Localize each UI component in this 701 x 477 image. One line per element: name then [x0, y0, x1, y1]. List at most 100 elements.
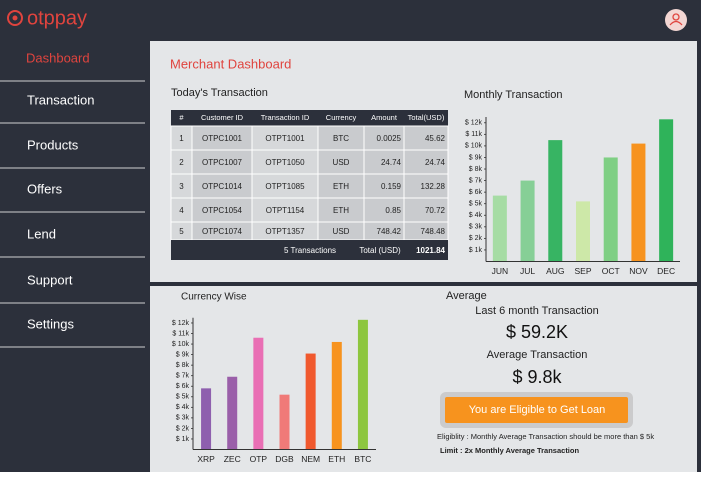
nav-item[interactable]: Offers — [27, 181, 63, 196]
table-cell-text: USD — [333, 227, 350, 236]
y-tick-label: $ 5k — [176, 394, 190, 401]
y-tick-label: $ 4k — [469, 212, 483, 219]
footer-text: 1021.84 — [416, 246, 445, 255]
bar — [659, 119, 674, 262]
table-cell-text: OTPC1007 — [202, 158, 243, 167]
bar — [492, 195, 507, 262]
column-header: Amount — [371, 113, 398, 122]
y-tick-label: $ 1k — [469, 247, 483, 254]
x-tick-label: OTP — [250, 454, 268, 464]
bar — [548, 140, 563, 262]
table-cell-text: 1 — [179, 134, 184, 143]
y-tick-label: $ 6k — [176, 383, 190, 390]
table-cell-text: OTPT1154 — [266, 206, 305, 215]
table-cell — [317, 125, 365, 151]
table-cell-text: 24.74 — [425, 158, 446, 167]
column-header: Customer ID — [201, 113, 244, 122]
x-tick-label: AUG — [546, 266, 564, 276]
table-cell-text: 45.62 — [425, 134, 446, 143]
y-tick-label: $ 11k — [172, 330, 189, 337]
column-header: Currency — [326, 113, 357, 122]
chart-title: Currency Wise — [181, 292, 247, 303]
table-cell — [363, 197, 405, 223]
table-cell-text: 5 — [179, 227, 184, 236]
table-cell — [251, 197, 319, 223]
y-tick-label: $ 7k — [176, 373, 190, 380]
table-cell-text: OTPT1001 — [265, 134, 305, 143]
y-tick-label: $ 8k — [176, 362, 190, 369]
user-icon — [672, 13, 680, 21]
y-tick-label: $ 2k — [469, 235, 483, 242]
stat-value: $ 9.8k — [512, 367, 562, 387]
y-tick-label: $ 12k — [172, 320, 190, 327]
x-tick-label: BTC — [354, 454, 371, 464]
y-tick-label: $ 4k — [176, 404, 190, 411]
stat-value: $ 59.2K — [506, 322, 568, 342]
bar — [576, 201, 590, 262]
table-cell-text: OTPC1074 — [202, 227, 243, 236]
user-icon — [669, 20, 683, 26]
y-tick-label: $ 3k — [469, 224, 483, 231]
table-cell-text: ETH — [333, 182, 349, 191]
eligibility-note: Eligiblity : Monthly Average Transaction… — [437, 432, 654, 441]
nav-item[interactable]: Lend — [27, 226, 56, 241]
table-cell-text: BTC — [333, 134, 349, 143]
nav-item[interactable]: Transaction — [27, 92, 94, 107]
table-cell-text: USD — [333, 158, 350, 167]
footer-text: 5 Transactions — [284, 246, 336, 255]
x-tick-label: DEC — [657, 266, 675, 276]
table-cell — [251, 125, 319, 151]
table-cell-text: 2 — [179, 158, 184, 167]
x-tick-label: NOV — [629, 266, 648, 276]
bottom-panel — [150, 286, 697, 472]
table-cell-text: OTPT1085 — [265, 182, 305, 191]
bar — [357, 319, 368, 450]
bar — [253, 337, 264, 450]
table-cell-text: 748.42 — [377, 227, 402, 236]
y-tick-label: $ 6k — [469, 189, 483, 196]
table-cell — [251, 149, 319, 175]
table-cell — [191, 173, 253, 199]
x-tick-label: OCT — [602, 266, 620, 276]
y-tick-label: $ 12k — [465, 120, 483, 127]
bar — [603, 157, 618, 262]
loan-button[interactable] — [445, 397, 628, 423]
nav-item[interactable]: Products — [27, 137, 79, 152]
x-tick-label: SEP — [574, 266, 591, 276]
table-cell-text: OTPC1054 — [202, 206, 243, 215]
table-cell — [363, 149, 405, 175]
y-tick-label: $ 9k — [469, 154, 483, 161]
average-title: Average — [446, 290, 487, 302]
chart-title: Monthly Transaction — [464, 89, 562, 101]
column-header: # — [179, 113, 184, 122]
nav-item[interactable]: Support — [27, 272, 73, 287]
table-cell — [191, 197, 253, 223]
y-tick-label: $ 9k — [176, 351, 190, 358]
y-tick-label: $ 10k — [172, 341, 190, 348]
x-tick-label: ETH — [328, 454, 345, 464]
table-footer-bg — [171, 240, 448, 260]
table-cell — [191, 125, 253, 151]
bar — [279, 394, 290, 450]
column-header: Transaction ID — [261, 113, 310, 122]
table-cell — [403, 197, 449, 223]
table-cell — [403, 149, 449, 175]
table-cell-text: OTPC1014 — [202, 182, 243, 191]
logo-icon — [12, 15, 18, 21]
y-tick-label: $ 1k — [176, 436, 190, 443]
table-cell-text: ETH — [333, 206, 349, 215]
table-cell — [317, 149, 365, 175]
table-title: Today's Transaction — [171, 87, 268, 99]
y-tick-label: $ 10k — [465, 143, 483, 150]
nav-item[interactable]: Settings — [27, 316, 74, 331]
loan-button-label[interactable]: You are Eligible to Get Loan — [469, 404, 606, 416]
bar — [201, 388, 212, 450]
y-tick-label: $ 8k — [469, 166, 483, 173]
nav-item[interactable]: Dashboard — [26, 50, 90, 65]
stat-label: Last 6 month Transaction — [475, 305, 599, 317]
y-tick-label: $ 5k — [469, 201, 483, 208]
page-title: Merchant Dashboard — [170, 56, 291, 71]
table-cell-text: 0.85 — [385, 206, 401, 215]
bar — [331, 341, 342, 450]
